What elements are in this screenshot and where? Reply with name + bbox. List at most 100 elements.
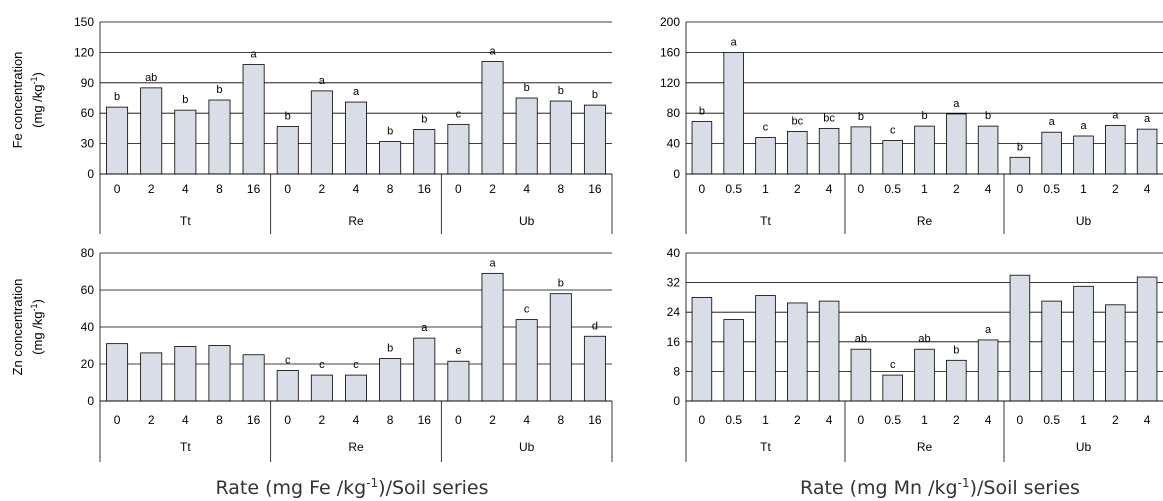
y-tick-label: 30 [81,137,95,151]
significance-label: b [524,82,530,94]
y-tick-label: 0 [673,167,680,181]
bar [481,272,504,402]
significance-label: b [114,91,120,103]
significance-label: c [456,108,462,120]
bar [914,125,935,175]
zn-y-axis-title: Zn concentration [10,279,25,376]
bar [1009,274,1031,402]
bar [946,113,967,175]
significance-label: a [489,257,496,269]
bar [481,61,504,175]
x-tick-label: 4 [826,182,833,196]
significance-label: a [489,46,496,58]
bar [447,360,470,402]
x-tick-label: 0.5 [884,182,901,196]
significance-label: c [890,359,896,371]
x-tick-label: 0.5 [1043,413,1060,427]
bar [1105,124,1126,175]
y-tick-label: 160 [660,45,680,59]
significance-label: a [319,75,326,87]
x-tick-label: 4 [182,413,189,427]
zn-by-fe-rate-chart: 0 20 40 60 80 Tt 0 2 4 8 16 Re c 0 c 2 c 4 b 8 a 16 Ub e 0 a 2 c 4 b 8… [81,246,613,462]
x-tick-label: 2 [953,182,960,196]
bar [1073,135,1094,175]
group-label: Tt [760,214,771,228]
x-tick-label: 0 [1017,413,1024,427]
significance-label: b [1017,141,1023,153]
bar [379,358,402,402]
bar [787,302,808,402]
bar [1073,285,1094,402]
significance-label: a [953,98,960,110]
significance-label: b [699,106,705,118]
bar [850,126,872,175]
bar [208,345,231,402]
x-tick-label: 8 [387,182,394,196]
x-tick-label: 0 [699,413,706,427]
x-tick-label: 8 [216,413,223,427]
y-tick-label: 0 [87,394,94,408]
x-tick-label: 2 [1112,413,1119,427]
fe-by-fe-rate-chart: 0306090120150Ttb0ab2b4b8a16Reb0a2a4b8b16… [74,15,613,234]
group-label: Ub [1076,214,1092,228]
bar [208,99,231,175]
x-tick-label: 0 [858,413,865,427]
bar [583,104,606,175]
bar [1105,304,1126,402]
y-tick-label: 20 [81,357,95,371]
x-tick-label: 0 [1017,182,1024,196]
y-tick-label: 24 [667,305,681,319]
y-tick-label: 40 [81,320,95,334]
significance-label: bc [791,115,803,127]
x-tick-label: 2 [319,413,326,427]
significance-label: c [890,125,896,137]
x-tick-label: 0 [699,182,706,196]
significance-label: b [216,84,222,96]
significance-label: b [421,113,427,125]
bar [310,374,333,402]
x-tick-label: 4 [985,413,992,427]
x-tick-label: 2 [148,413,155,427]
significance-label: d [592,320,598,332]
significance-label: b [592,89,598,101]
x-tick-label: 2 [1112,182,1119,196]
significance-label: a [353,86,360,98]
bar [345,101,367,175]
significance-label: b [182,94,188,106]
significance-label: b [858,111,864,123]
group-label: Re [348,214,364,228]
y-tick-label: 32 [667,276,681,290]
x-tick-label: 4 [826,413,833,427]
x-tick-label: 16 [418,182,432,196]
bar [1009,156,1031,175]
significance-label: c [353,359,359,371]
x-tick-label: 0 [284,182,291,196]
bar [850,348,872,402]
bar [140,352,163,402]
x-tick-label: 4 [1144,182,1151,196]
y-tick-label: 16 [667,335,681,349]
y-tick-label: 8 [673,364,680,378]
x-tick-label: 8 [387,413,394,427]
bar [447,123,470,175]
bar [818,300,840,402]
x-tick-label: 0.5 [1043,182,1060,196]
bar [691,121,713,175]
bar [1136,276,1158,402]
bar [174,109,197,175]
bar [242,354,265,402]
significance-label: e [455,345,461,357]
left-x-axis-title: Rate (mg Fe /kg-1)/Soil series [215,476,488,499]
bar [1041,300,1062,402]
group-label: Ub [1076,440,1092,454]
bar [583,335,606,402]
significance-label: bc [823,112,835,124]
group-label: Re [917,214,933,228]
bar [818,127,840,175]
significance-label: b [387,342,393,354]
y-tick-label: 120 [74,45,94,59]
bar [413,129,436,175]
significance-label: a [985,324,992,336]
bar [242,64,265,175]
x-tick-label: 0 [455,182,462,196]
